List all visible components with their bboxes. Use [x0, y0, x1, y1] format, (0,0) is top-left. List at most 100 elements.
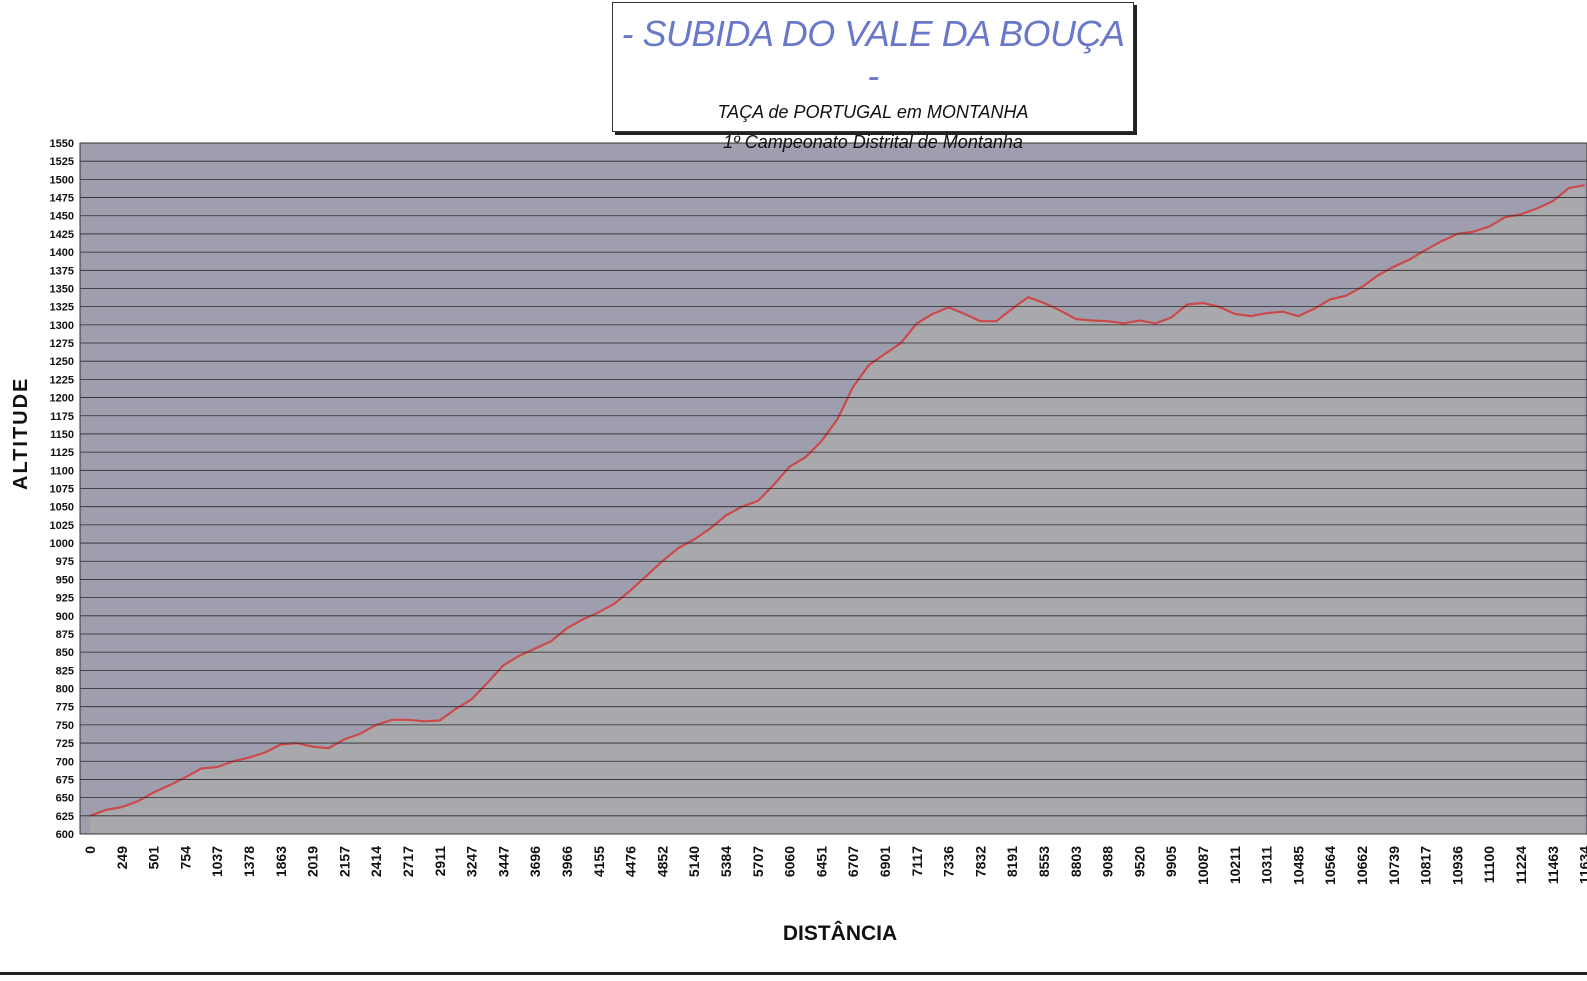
x-axis-label: DISTÂNCIA	[782, 922, 898, 945]
y-tick-label: 700	[56, 756, 74, 768]
y-tick-label: 650	[56, 793, 74, 805]
bottom-border	[0, 972, 1587, 975]
x-tick-label: 11224	[1513, 846, 1529, 884]
x-tick-label: 6901	[877, 846, 893, 877]
x-tick-label: 2717	[400, 846, 416, 877]
elevation-fill	[90, 185, 1585, 834]
y-tick-label: 1500	[50, 174, 74, 186]
x-tick-label: 501	[146, 846, 162, 870]
x-tick-label: 7117	[909, 846, 925, 877]
x-tick-label: 3696	[527, 846, 543, 877]
x-tick-label: 2157	[336, 846, 352, 877]
x-tick-label: 4155	[591, 846, 607, 877]
x-tick-label: 6707	[845, 846, 861, 877]
y-tick-label: 1200	[50, 393, 74, 405]
y-tick-label: 1550	[50, 138, 74, 150]
x-tick-label: 8553	[1036, 846, 1052, 877]
y-tick-label: 925	[56, 593, 74, 605]
x-tick-label: 11463	[1545, 846, 1561, 884]
y-tick-label: 825	[56, 665, 74, 677]
y-axis-ticks: 600 625 650 675 700 725 750 775 800 825 850 875 900 9…	[50, 138, 74, 841]
x-tick-label: 1037	[209, 846, 225, 877]
x-tick-label: 4852	[654, 846, 670, 877]
x-tick-label: 2019	[305, 846, 321, 877]
x-tick-label: 10211	[1227, 846, 1243, 884]
x-tick-label: 0	[82, 846, 98, 854]
y-tick-label: 1475	[50, 193, 74, 205]
x-tick-label: 10662	[1354, 846, 1370, 885]
y-tick-label: 1025	[50, 520, 74, 532]
y-tick-label: 775	[56, 702, 74, 714]
x-tick-label: 9905	[1163, 846, 1179, 877]
y-tick-label: 1350	[50, 283, 74, 295]
y-tick-label: 1075	[50, 484, 74, 496]
x-tick-label: 2911	[432, 846, 448, 877]
x-tick-label: 10817	[1418, 846, 1434, 885]
x-tick-label: 9088	[1100, 846, 1116, 877]
chart-title: - SUBIDA DO VALE DA BOUÇA -	[621, 13, 1125, 96]
x-tick-label: 9520	[1131, 846, 1147, 877]
chart-subtitle-1: TAÇA de PORTUGAL em MONTANHA	[717, 102, 1029, 122]
x-tick-label: 8191	[1004, 846, 1020, 877]
y-tick-label: 675	[56, 774, 74, 786]
x-tick-label: 1378	[241, 846, 257, 877]
x-tick-label: 10087	[1195, 846, 1211, 885]
y-tick-label: 975	[56, 556, 74, 568]
elevation-line	[89, 184, 1585, 817]
x-tick-label: 4476	[623, 846, 639, 877]
x-tick-label: 10564	[1322, 846, 1338, 885]
x-tick-label: 3966	[559, 846, 575, 877]
y-tick-label: 1100	[50, 465, 74, 477]
plot-frame	[79, 142, 1587, 835]
y-tick-label: 950	[56, 574, 74, 586]
x-axis-ticks: 0 249 501 754 1037 1378 1863 2019 2157 2414 2717 29…	[82, 846, 1587, 885]
y-tick-label: 1000	[50, 538, 74, 550]
x-tick-label: 1863	[273, 846, 289, 877]
y-tick-label: 1325	[50, 302, 74, 314]
y-axis-label: ALTITUDE	[10, 376, 32, 490]
x-tick-label: 5384	[718, 846, 734, 877]
y-tick-label: 1250	[50, 356, 74, 368]
y-tick-label: 725	[56, 738, 74, 750]
x-tick-label: 754	[177, 846, 193, 870]
x-tick-label: 5707	[750, 846, 766, 877]
y-tick-label: 1050	[50, 502, 74, 514]
y-tick-label: 900	[56, 611, 74, 623]
x-tick-label: 6060	[782, 846, 798, 877]
x-tick-label: 11100	[1481, 846, 1497, 884]
y-tick-label: 800	[56, 684, 74, 696]
y-tick-label: 1150	[50, 429, 74, 441]
x-tick-label: 2414	[368, 846, 384, 877]
y-tick-label: 1275	[50, 338, 74, 350]
x-tick-label: 249	[114, 846, 130, 870]
x-tick-label: 10485	[1290, 846, 1306, 885]
x-tick-label: 3447	[495, 846, 511, 877]
x-tick-label: 6451	[813, 846, 829, 877]
x-tick-label: 7336	[941, 846, 957, 877]
chart-subtitle-2: 1º Campeonato Distrital de Montanha	[723, 132, 1023, 152]
x-tick-label: 8803	[1068, 846, 1084, 877]
y-tick-label: 1125	[50, 447, 74, 459]
x-tick-label: 10739	[1386, 846, 1402, 885]
x-tick-label: 3247	[464, 846, 480, 877]
elevation-area	[89, 184, 1585, 834]
gridlines	[79, 142, 1587, 835]
y-tick-label: 1450	[50, 211, 74, 223]
x-tick-label: 11634	[1577, 846, 1587, 884]
y-tick-label: 750	[56, 720, 74, 732]
y-tick-label: 1225	[50, 374, 74, 386]
y-tick-label: 1175	[50, 411, 74, 423]
y-tick-label: 600	[56, 829, 74, 841]
y-tick-label: 1525	[50, 156, 74, 168]
y-tick-label: 850	[56, 647, 74, 659]
chart-title-box: - SUBIDA DO VALE DA BOUÇA - TAÇA de PORT…	[612, 2, 1134, 152]
y-tick-label: 1300	[50, 320, 74, 332]
x-tick-label: 10936	[1449, 846, 1465, 885]
y-tick-label: 1400	[50, 247, 74, 259]
x-tick-label: 7832	[972, 846, 988, 877]
y-tick-label: 875	[56, 629, 74, 641]
x-tick-label: 5140	[686, 846, 702, 877]
y-tick-label: 1375	[50, 265, 74, 277]
y-tick-label: 625	[56, 811, 74, 823]
